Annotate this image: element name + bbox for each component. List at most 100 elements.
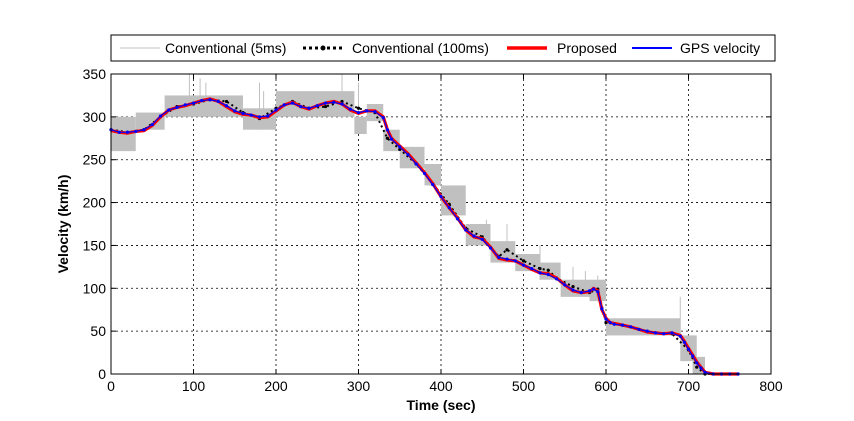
conventional-100ms-point [546, 268, 550, 272]
conventional-100ms-point [521, 259, 526, 263]
gps-velocity-point [488, 246, 493, 250]
y-tick-label: 0 [98, 366, 106, 382]
gps-velocity-point [398, 145, 402, 149]
gps-velocity-point [645, 329, 649, 333]
conventional-100ms-point [505, 248, 509, 252]
gps-velocity-point [604, 317, 608, 321]
conventional-100ms-point [385, 136, 389, 140]
conventional-100ms-point [356, 106, 361, 110]
x-axis-label: Time (sec) [407, 397, 476, 413]
gps-velocity-point [249, 113, 253, 117]
gps-velocity-point [538, 271, 542, 275]
gps-velocity-point [282, 103, 286, 107]
gps-velocity-point [695, 361, 699, 365]
conventional-100ms-point [604, 320, 608, 325]
gps-velocity-point [554, 277, 559, 281]
gps-velocity-point [546, 272, 550, 277]
conventional-100ms-point [224, 99, 229, 104]
gps-velocity-point [691, 354, 695, 358]
conventional-5ms-band [540, 262, 561, 280]
gps-velocity-point [571, 288, 575, 292]
gps-velocity-point [620, 323, 625, 327]
series-conventional-5ms [111, 74, 705, 374]
gps-velocity-point [686, 347, 691, 351]
conventional-100ms-point [571, 284, 575, 289]
legend-entry: Conventional (5ms) [120, 40, 286, 56]
gps-velocity-point [596, 290, 600, 294]
conventional-100ms-point [695, 365, 699, 369]
conventional-100ms-point [323, 104, 328, 109]
legend-entry: Proposed [507, 40, 617, 56]
gps-velocity-point [464, 228, 468, 232]
gps-velocity-point [315, 104, 319, 108]
gps-velocity-point [150, 122, 154, 127]
gps-velocity-point [431, 182, 435, 187]
gps-velocity-point [307, 106, 311, 110]
gps-velocity-point [117, 130, 121, 134]
gps-velocity-point [703, 370, 707, 374]
gps-velocity-point [472, 234, 476, 238]
gps-velocity-point [332, 100, 336, 104]
gps-velocity-point [629, 325, 633, 329]
y-axis-label: Velocity (km/h) [55, 175, 71, 274]
gps-velocity-point [167, 108, 171, 112]
gps-velocity-point [134, 129, 138, 134]
gps-velocity-point [299, 104, 303, 109]
gps-velocity-point [191, 101, 196, 105]
gps-velocity-point [385, 128, 389, 132]
gps-velocity-point [216, 99, 220, 104]
gps-velocity-point [637, 327, 641, 332]
gps-velocity-point [175, 105, 179, 110]
x-tick-label: 200 [264, 378, 288, 394]
x-tick-label: 0 [107, 378, 115, 394]
series-layer [109, 74, 740, 376]
x-tick-label: 700 [677, 378, 701, 394]
y-tick-label: 50 [90, 323, 106, 339]
y-tick-label: 300 [83, 109, 107, 125]
gps-velocity-point [158, 114, 163, 118]
gps-velocity-point [662, 332, 666, 336]
legend-label: Proposed [557, 40, 617, 56]
gps-velocity-point [274, 108, 278, 112]
gps-velocity-point [414, 162, 418, 166]
gps-velocity-point [682, 340, 686, 344]
legend-entry: GPS velocity [632, 40, 760, 56]
gps-velocity-point [521, 263, 526, 267]
x-tick-label: 600 [594, 378, 618, 394]
y-tick-label: 150 [83, 237, 107, 253]
legend-label: GPS velocity [680, 40, 760, 56]
gps-velocity-point [348, 107, 352, 111]
gps-velocity-point [653, 331, 658, 335]
gps-velocity-point [422, 171, 427, 176]
gps-velocity-point [678, 334, 682, 338]
gps-velocity-point [480, 237, 484, 242]
gps-velocity-point [241, 111, 245, 116]
legend-marker [320, 45, 326, 51]
gps-velocity-point [530, 266, 534, 271]
legend-entry: Conventional (100ms) [303, 40, 489, 56]
gps-velocity-point [406, 152, 410, 157]
gps-velocity-point [612, 322, 616, 326]
gps-velocity-point [439, 194, 443, 199]
series-gps-velocity [109, 98, 740, 376]
conventional-5ms-band [135, 112, 165, 130]
gps-velocity-point [447, 206, 451, 210]
gps-velocity-point [200, 98, 204, 103]
conventional-5ms-band [606, 318, 681, 336]
gps-velocity-point [579, 290, 583, 295]
gps-velocity-point [224, 104, 229, 108]
x-tick-label: 400 [429, 378, 453, 394]
gps-velocity-point [340, 102, 344, 106]
gps-velocity-point [142, 128, 146, 132]
gps-velocity-point [505, 257, 509, 261]
x-tick-label: 800 [759, 378, 783, 394]
x-tick-label: 300 [347, 378, 371, 394]
y-tick-label: 200 [83, 195, 107, 211]
gps-velocity-point [381, 116, 385, 120]
gps-velocity-point [266, 114, 270, 118]
gps-velocity-point [513, 259, 517, 263]
gps-velocity-point [592, 287, 596, 291]
gps-velocity-point [208, 98, 212, 102]
x-tick-label: 100 [182, 378, 206, 394]
gps-velocity-point [670, 331, 674, 335]
